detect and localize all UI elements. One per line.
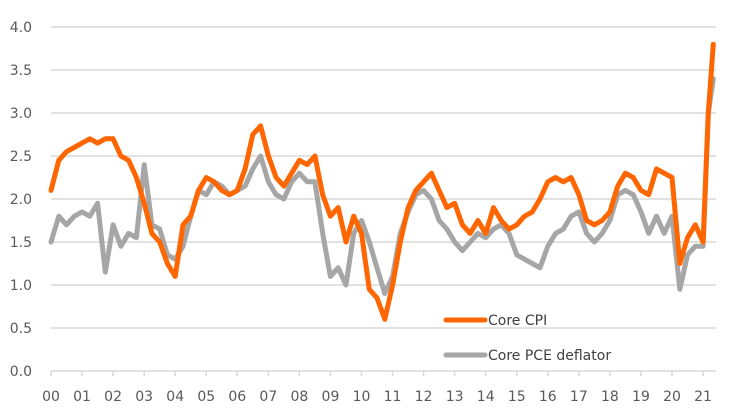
x-tick-label: 20 [663,389,681,405]
x-tick-label: 14 [477,389,495,405]
x-tick-label: 01 [73,389,91,405]
legend: Core CPI Core PCE deflator [443,313,611,364]
x-tick-label: 08 [290,389,308,405]
x-tick-label: 19 [632,389,650,405]
y-tick-label: 2.0 [10,192,32,208]
x-tick-label: 03 [135,389,153,405]
x-tick-label: 04 [166,389,184,405]
y-tick-label: 2.5 [10,149,32,165]
y-tick-label: 1.5 [10,235,32,251]
x-tick-label: 17 [570,389,588,405]
x-tick-label: 07 [259,389,277,405]
series-line-core-cpi [48,41,716,322]
x-tick-label: 00 [42,389,60,405]
y-axis: 0.0 0.5 1.0 1.5 2.0 2.5 3.0 3.5 4.0 [10,20,32,380]
x-tick-label: 05 [197,389,215,405]
x-tick-label: 13 [446,389,464,405]
x-tick-label: 10 [353,389,371,405]
x-tick-label: 12 [415,389,433,405]
x-axis: 00 01 02 03 04 05 06 07 08 09 10 11 12 13 14 15 16 17 18 19… [42,370,716,405]
series-line-core-pce-deflator [48,76,716,297]
y-tick-label: 0.5 [10,321,32,337]
x-tick-label: 16 [539,389,557,405]
x-tick-label: 18 [601,389,619,405]
series-group [48,41,716,322]
x-tick-label: 06 [228,389,246,405]
legend-label-core-pce: Core PCE deflator [488,348,611,364]
y-tick-label: 3.0 [10,106,32,122]
x-tick-label: 09 [322,389,340,405]
y-tick-label: 1.0 [10,278,32,294]
legend-label-core-cpi: Core CPI [488,313,547,329]
y-tick-label: 3.5 [10,63,32,79]
x-tick-label: 02 [104,389,122,405]
y-tick-label: 4.0 [10,20,32,36]
y-tick-label: 0.0 [10,364,32,380]
x-tick-label: 15 [508,389,526,405]
x-tick-label: 21 [694,389,712,405]
x-tick-label: 11 [384,389,402,405]
